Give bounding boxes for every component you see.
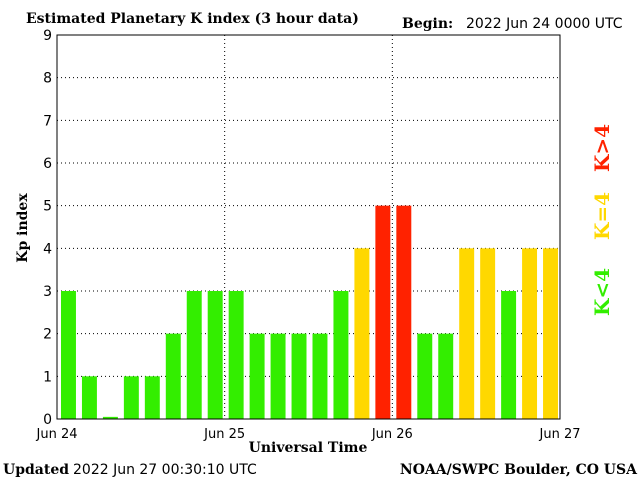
kp-bar [144, 376, 160, 419]
x-tick-label: Jun 27 [539, 427, 581, 442]
kp-bar [333, 291, 349, 419]
x-tick-label: Jun 25 [203, 427, 245, 442]
chart-title: Estimated Planetary K index (3 hour data… [26, 11, 359, 27]
kp-bar [207, 291, 223, 419]
plot-frame [56, 34, 561, 420]
kp-bar [186, 291, 202, 419]
x-axis-label: Universal Time [249, 440, 368, 456]
kp-bar [312, 333, 328, 419]
begin-label: Begin: [402, 16, 453, 32]
kp-bar [102, 416, 118, 419]
kp-bar [81, 376, 97, 419]
kp-bar [354, 248, 370, 419]
kp-bar [459, 248, 475, 419]
y-tick-label: 7 [43, 113, 52, 129]
y-tick-label: 1 [43, 369, 52, 385]
y-tick-label: 3 [43, 284, 52, 300]
updated-value: 2022 Jun 27 00:30:10 UTC [73, 462, 257, 478]
kp-bar [417, 333, 433, 419]
y-tick-label: 2 [43, 327, 52, 343]
updated-label: Updated [3, 462, 69, 478]
kp-bar [501, 291, 517, 419]
kp-bar [61, 291, 76, 419]
kp-bar [291, 333, 307, 419]
legend-high: K>4 [590, 124, 614, 172]
y-tick-label: 6 [43, 156, 52, 172]
kp-bar [396, 205, 412, 419]
begin-value: 2022 Jun 24 0000 UTC [466, 16, 623, 32]
source-credit: NOAA/SWPC Boulder, CO USA [400, 462, 638, 478]
y-tick-label: 0 [43, 412, 52, 428]
x-tick-labels: Jun 24 Jun 25 Jun 26 Jun 27 [36, 427, 581, 442]
kp-bar [438, 333, 454, 419]
kp-bar [543, 248, 558, 419]
y-tick-labels: 0 1 2 3 4 5 6 7 8 9 [43, 28, 52, 428]
legend-low: K<4 [590, 268, 614, 316]
kp-bar [228, 291, 244, 419]
x-tick-label: Jun 24 [36, 427, 78, 442]
kp-bar [270, 333, 286, 419]
kp-bar [123, 376, 139, 419]
grid-lines [57, 35, 560, 419]
kp-bar [249, 333, 265, 419]
legend-mid: K=4 [590, 192, 614, 240]
y-axis-label: Kp index [15, 193, 31, 263]
kp-bar [165, 333, 181, 419]
y-tick-label: 9 [43, 28, 52, 44]
kp-bar [522, 248, 538, 419]
y-tick-label: 8 [43, 71, 52, 87]
y-tick-label: 4 [43, 241, 52, 257]
bars [61, 205, 558, 419]
x-tick-label: Jun 26 [371, 427, 413, 442]
kp-bar [375, 205, 391, 419]
y-tick-label: 5 [43, 199, 52, 215]
kp-bar [480, 248, 496, 419]
